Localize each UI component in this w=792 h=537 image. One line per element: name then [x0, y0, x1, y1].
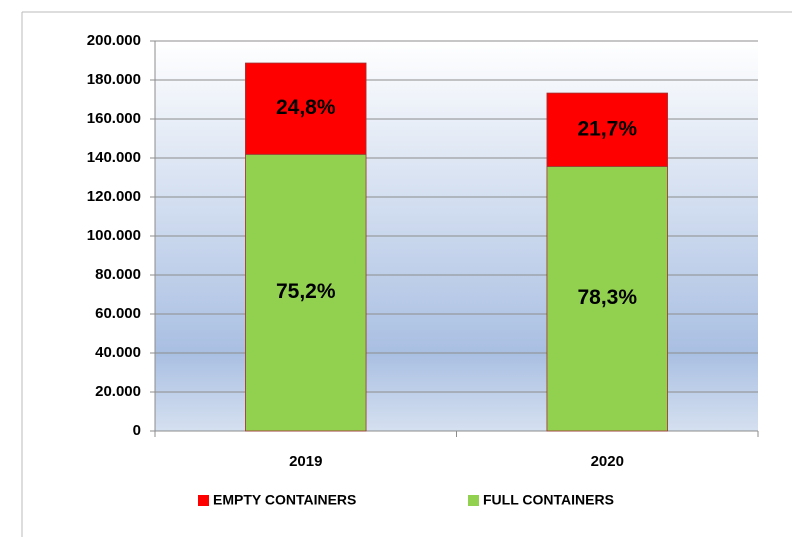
y-tick-label: 200.000 [87, 32, 141, 49]
y-tick-label: 100.000 [87, 227, 141, 244]
y-tick-label: 180.000 [87, 71, 141, 88]
legend-swatch [198, 495, 209, 506]
x-tick-label: 2019 [289, 453, 322, 470]
y-tick-label: 0 [133, 422, 141, 439]
percent-label: 75,2% [276, 280, 336, 303]
bar-segment [546, 165, 668, 432]
bar-segment [245, 62, 367, 155]
percent-label: 21,7% [577, 117, 637, 140]
x-tick-label: 2020 [591, 453, 624, 470]
y-tick-label: 120.000 [87, 188, 141, 205]
bar-segment [245, 153, 367, 432]
legend-label: FULL CONTAINERS [483, 492, 614, 508]
bar-segment [546, 92, 668, 167]
percent-label: 78,3% [577, 286, 637, 309]
y-tick-label: 60.000 [95, 305, 141, 322]
y-tick-label: 80.000 [95, 266, 141, 283]
y-tick-label: 140.000 [87, 149, 141, 166]
legend-swatch [468, 495, 479, 506]
percent-label: 24,8% [276, 96, 336, 119]
y-tick-label: 20.000 [95, 383, 141, 400]
legend-label: EMPTY CONTAINERS [213, 492, 356, 508]
y-tick-label: 40.000 [95, 344, 141, 361]
y-tick-label: 160.000 [87, 110, 141, 127]
